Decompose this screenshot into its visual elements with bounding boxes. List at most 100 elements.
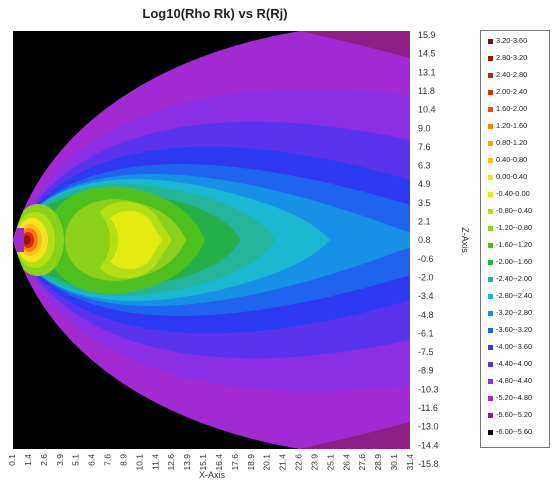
legend-label: -4.80--4.40 (496, 376, 533, 385)
y-axis-ticks: 15.9 14.5 13.1 11.8 10.4 9.0 7.6 6.3 4.9 3.5 2.1 0.… (418, 30, 439, 469)
y-tick-label: -7.5 (418, 347, 434, 357)
legend-entry: -5.60--5.20 (488, 409, 532, 421)
y-tick-label: 6.3 (418, 161, 431, 171)
legend-swatch (488, 242, 493, 248)
legend-swatch (488, 140, 493, 146)
legend-label: -3.60--3.20 (496, 325, 533, 334)
legend-swatch (488, 429, 493, 435)
legend-entry: -3.20--2.80 (488, 307, 532, 319)
legend-swatch (488, 378, 493, 384)
x-tick-label: 21.4 (278, 454, 288, 471)
legend-entry: 2.00-2.40 (488, 86, 527, 98)
x-tick-label: 15.1 (198, 454, 208, 471)
x-tick-label: 16.4 (214, 454, 224, 471)
x-tick-label: 13.9 (182, 454, 192, 471)
legend-swatch (488, 412, 493, 418)
y-tick-label: 4.9 (418, 179, 431, 189)
chart-title: Log10(Rho Rk) vs R(Rj) (142, 6, 288, 21)
y-tick-label: 3.5 (418, 198, 431, 208)
legend-label: -5.60--5.20 (496, 410, 533, 419)
x-tick-label: 11.4 (150, 454, 160, 470)
x-tick-label: 10.1 (134, 454, 144, 471)
legend-entry: 2.80-3.20 (488, 52, 527, 64)
legend-swatch (488, 344, 493, 350)
legend-label: -0.40-0.00 (496, 189, 530, 198)
legend: 3.20-3.60 2.80-3.20 2.40-2.80 2.00-2.40 1.60… (480, 30, 550, 448)
y-tick-label: 2.1 (418, 217, 431, 227)
x-tick-label: 1.4 (23, 454, 33, 466)
legend-entry: -0.40-0.00 (488, 188, 530, 200)
contour-band-5.60--5.20-bottom (300, 422, 410, 449)
x-axis-ticks: 0.1 1.4 2.6 3.9 5.1 6.4 7.6 8.9 10.1 11.4 12.6 13.9… (7, 454, 415, 471)
legend-entry: -4.00--3.60 (488, 341, 532, 353)
legend-label: 2.80-3.20 (496, 53, 528, 62)
legend-swatch (488, 395, 493, 401)
legend-swatch (488, 327, 493, 333)
contour-band-0.40-0.00 (110, 210, 162, 270)
legend-label: 2.00-2.40 (496, 87, 528, 96)
legend-entry: 1.20-1.60 (488, 120, 527, 132)
legend-label: 0.00-0.40 (496, 172, 528, 181)
legend-label: 1.60-2.00 (496, 104, 528, 113)
y-tick-label: 9.0 (418, 123, 431, 133)
legend-label: -6.00--5.60 (496, 427, 533, 436)
legend-entry: -6.00--5.60 (488, 426, 532, 438)
y-tick-label: -10.3 (418, 384, 439, 394)
y-tick-label: -2.0 (418, 272, 434, 282)
legend-entry: 3.20-3.60 (488, 35, 527, 47)
x-axis-label: X-Axis (199, 470, 226, 480)
legend-swatch (488, 259, 493, 265)
legend-swatch (488, 72, 493, 78)
legend-label: -5.20--4.80 (496, 393, 533, 402)
legend-label: -3.20--2.80 (496, 308, 533, 317)
y-tick-label: -13.0 (418, 422, 439, 432)
y-tick-label: -8.9 (418, 366, 434, 376)
legend-swatch (488, 208, 493, 214)
legend-entry: -1.20--0.80 (488, 222, 532, 234)
legend-label: 0.80-1.20 (496, 138, 528, 147)
y-tick-label: -3.4 (418, 291, 434, 301)
x-tick-label: 3.9 (55, 454, 65, 466)
legend-label: 0.40-0.80 (496, 155, 528, 164)
legend-swatch (488, 191, 493, 197)
legend-swatch (488, 106, 493, 112)
legend-swatch (488, 38, 493, 44)
legend-swatch (488, 174, 493, 180)
legend-entry: -4.80--4.40 (488, 375, 532, 387)
x-tick-label: 30.1 (389, 454, 399, 471)
x-tick-label: 27.6 (357, 454, 367, 471)
inner-ring-darkred (23, 235, 31, 245)
x-tick-label: 17.6 (230, 454, 240, 471)
y-tick-label: -15.8 (418, 459, 439, 469)
y-tick-label: 14.5 (418, 49, 436, 59)
legend-swatch (488, 55, 493, 61)
legend-swatch (488, 225, 493, 231)
x-tick-label: 8.9 (118, 454, 128, 466)
legend-label: -2.40--2.00 (496, 274, 533, 283)
x-tick-label: 7.6 (103, 454, 113, 466)
x-tick-label: 28.9 (373, 454, 383, 471)
legend-swatch (488, 361, 493, 367)
legend-entry: 0.80-1.20 (488, 137, 527, 149)
legend-swatch (488, 293, 493, 299)
legend-label: 3.20-3.60 (496, 36, 528, 45)
y-axis-label: Z-Axis (460, 227, 470, 253)
x-tick-label: 31.4 (405, 454, 415, 471)
legend-entry: 1.60-2.00 (488, 103, 527, 115)
legend-entry: 0.40-0.80 (488, 154, 527, 166)
legend-entry: -0.80--0.40 (488, 205, 532, 217)
y-tick-label: -0.6 (418, 254, 434, 264)
legend-entry: -4.40--4.00 (488, 358, 532, 370)
x-tick-label: 12.6 (166, 454, 176, 471)
x-tick-label: 18.9 (246, 454, 256, 471)
legend-label: 1.20-1.60 (496, 121, 528, 130)
legend-entry: -2.80--2.40 (488, 290, 532, 302)
legend-entry: -2.40--2.00 (488, 273, 532, 285)
y-tick-label: 15.9 (418, 30, 436, 40)
x-tick-label: 26.4 (341, 454, 351, 471)
x-tick-label: 2.6 (39, 454, 49, 466)
y-tick-label: 7.6 (418, 142, 431, 152)
legend-label: -4.00--3.60 (496, 342, 533, 351)
legend-swatch (488, 89, 493, 95)
